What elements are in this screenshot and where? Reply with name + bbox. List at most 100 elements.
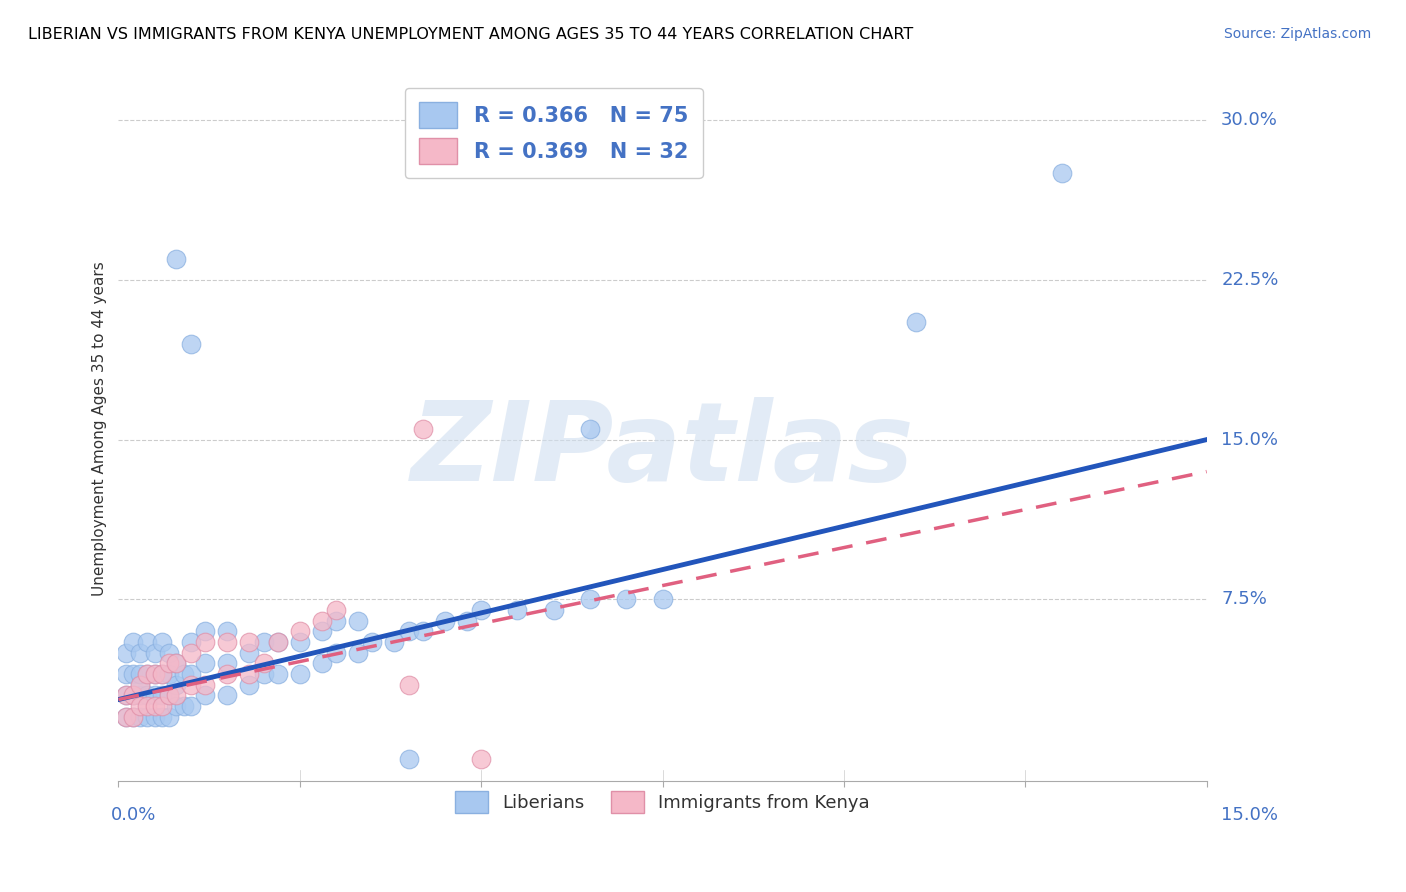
Point (150, 667, 173, 681)
Point (122, 709, 145, 723)
Point (136, 709, 159, 723)
Point (311, 614, 333, 628)
Point (157, 688, 180, 702)
Point (325, 614, 347, 628)
Point (122, 635, 145, 649)
Point (579, 422, 602, 436)
Point (194, 688, 217, 702)
Point (325, 646, 347, 660)
Point (651, 592, 673, 607)
Point (122, 688, 145, 702)
Point (150, 688, 173, 702)
Text: ZIPatlas: ZIPatlas (411, 397, 914, 504)
Point (136, 667, 159, 681)
Point (166, 657, 188, 671)
Point (136, 688, 159, 702)
Point (905, 315, 928, 329)
Point (238, 667, 260, 681)
Point (398, 678, 420, 692)
Point (288, 624, 311, 639)
Point (166, 252, 188, 266)
Point (129, 678, 152, 692)
Point (470, 603, 492, 617)
Point (194, 678, 217, 692)
Point (180, 635, 202, 649)
Point (325, 603, 347, 617)
Point (252, 667, 274, 681)
Point (143, 698, 166, 713)
Point (267, 635, 290, 649)
Point (136, 635, 159, 649)
Point (129, 698, 152, 713)
Point (114, 667, 136, 681)
Point (412, 624, 434, 639)
Point (267, 635, 290, 649)
Point (180, 667, 202, 681)
Point (252, 657, 274, 671)
Point (143, 646, 166, 660)
Y-axis label: Unemployment Among Ages 35 to 44 years: Unemployment Among Ages 35 to 44 years (93, 261, 107, 597)
Point (114, 709, 136, 723)
Point (412, 422, 434, 436)
Point (398, 752, 420, 766)
Point (180, 646, 202, 660)
Text: LIBERIAN VS IMMIGRANTS FROM KENYA UNEMPLOYMENT AMONG AGES 35 TO 44 YEARS CORRELA: LIBERIAN VS IMMIGRANTS FROM KENYA UNEMPL… (28, 27, 914, 42)
Point (129, 709, 152, 723)
Point (122, 709, 145, 723)
Point (150, 667, 173, 681)
Point (194, 624, 217, 639)
Point (150, 635, 173, 649)
Point (217, 624, 239, 639)
Point (136, 698, 159, 713)
Text: 7.5%: 7.5% (1222, 591, 1267, 608)
Point (157, 688, 180, 702)
Point (157, 646, 180, 660)
Point (456, 614, 478, 628)
Point (382, 635, 405, 649)
Point (506, 603, 529, 617)
Text: Source: ZipAtlas.com: Source: ZipAtlas.com (1223, 27, 1371, 41)
Point (217, 667, 239, 681)
Point (114, 688, 136, 702)
Point (194, 635, 217, 649)
Point (579, 592, 602, 607)
Point (129, 646, 152, 660)
Point (114, 688, 136, 702)
Point (217, 657, 239, 671)
Point (180, 698, 202, 713)
Point (166, 678, 188, 692)
Point (433, 614, 456, 628)
Point (157, 667, 180, 681)
Point (217, 635, 239, 649)
Point (288, 635, 311, 649)
Text: 15.0%: 15.0% (1222, 431, 1278, 449)
Point (194, 657, 217, 671)
Point (143, 709, 166, 723)
Text: 0.0%: 0.0% (111, 806, 156, 824)
Point (166, 688, 188, 702)
Legend: Liberians, Immigrants from Kenya: Liberians, Immigrants from Kenya (449, 784, 877, 821)
Point (114, 646, 136, 660)
Point (136, 667, 159, 681)
Point (1050, 166, 1073, 180)
Point (143, 667, 166, 681)
Point (129, 678, 152, 692)
Point (173, 667, 195, 681)
Point (614, 592, 637, 607)
Point (398, 624, 420, 639)
Point (238, 678, 260, 692)
Point (180, 678, 202, 692)
Point (238, 635, 260, 649)
Point (470, 752, 492, 766)
Point (311, 624, 333, 639)
Point (361, 635, 384, 649)
Point (166, 657, 188, 671)
Text: 22.5%: 22.5% (1222, 271, 1278, 289)
Point (252, 635, 274, 649)
Point (180, 336, 202, 351)
Point (173, 698, 195, 713)
Point (143, 667, 166, 681)
Point (122, 688, 145, 702)
Point (114, 709, 136, 723)
Point (166, 698, 188, 713)
